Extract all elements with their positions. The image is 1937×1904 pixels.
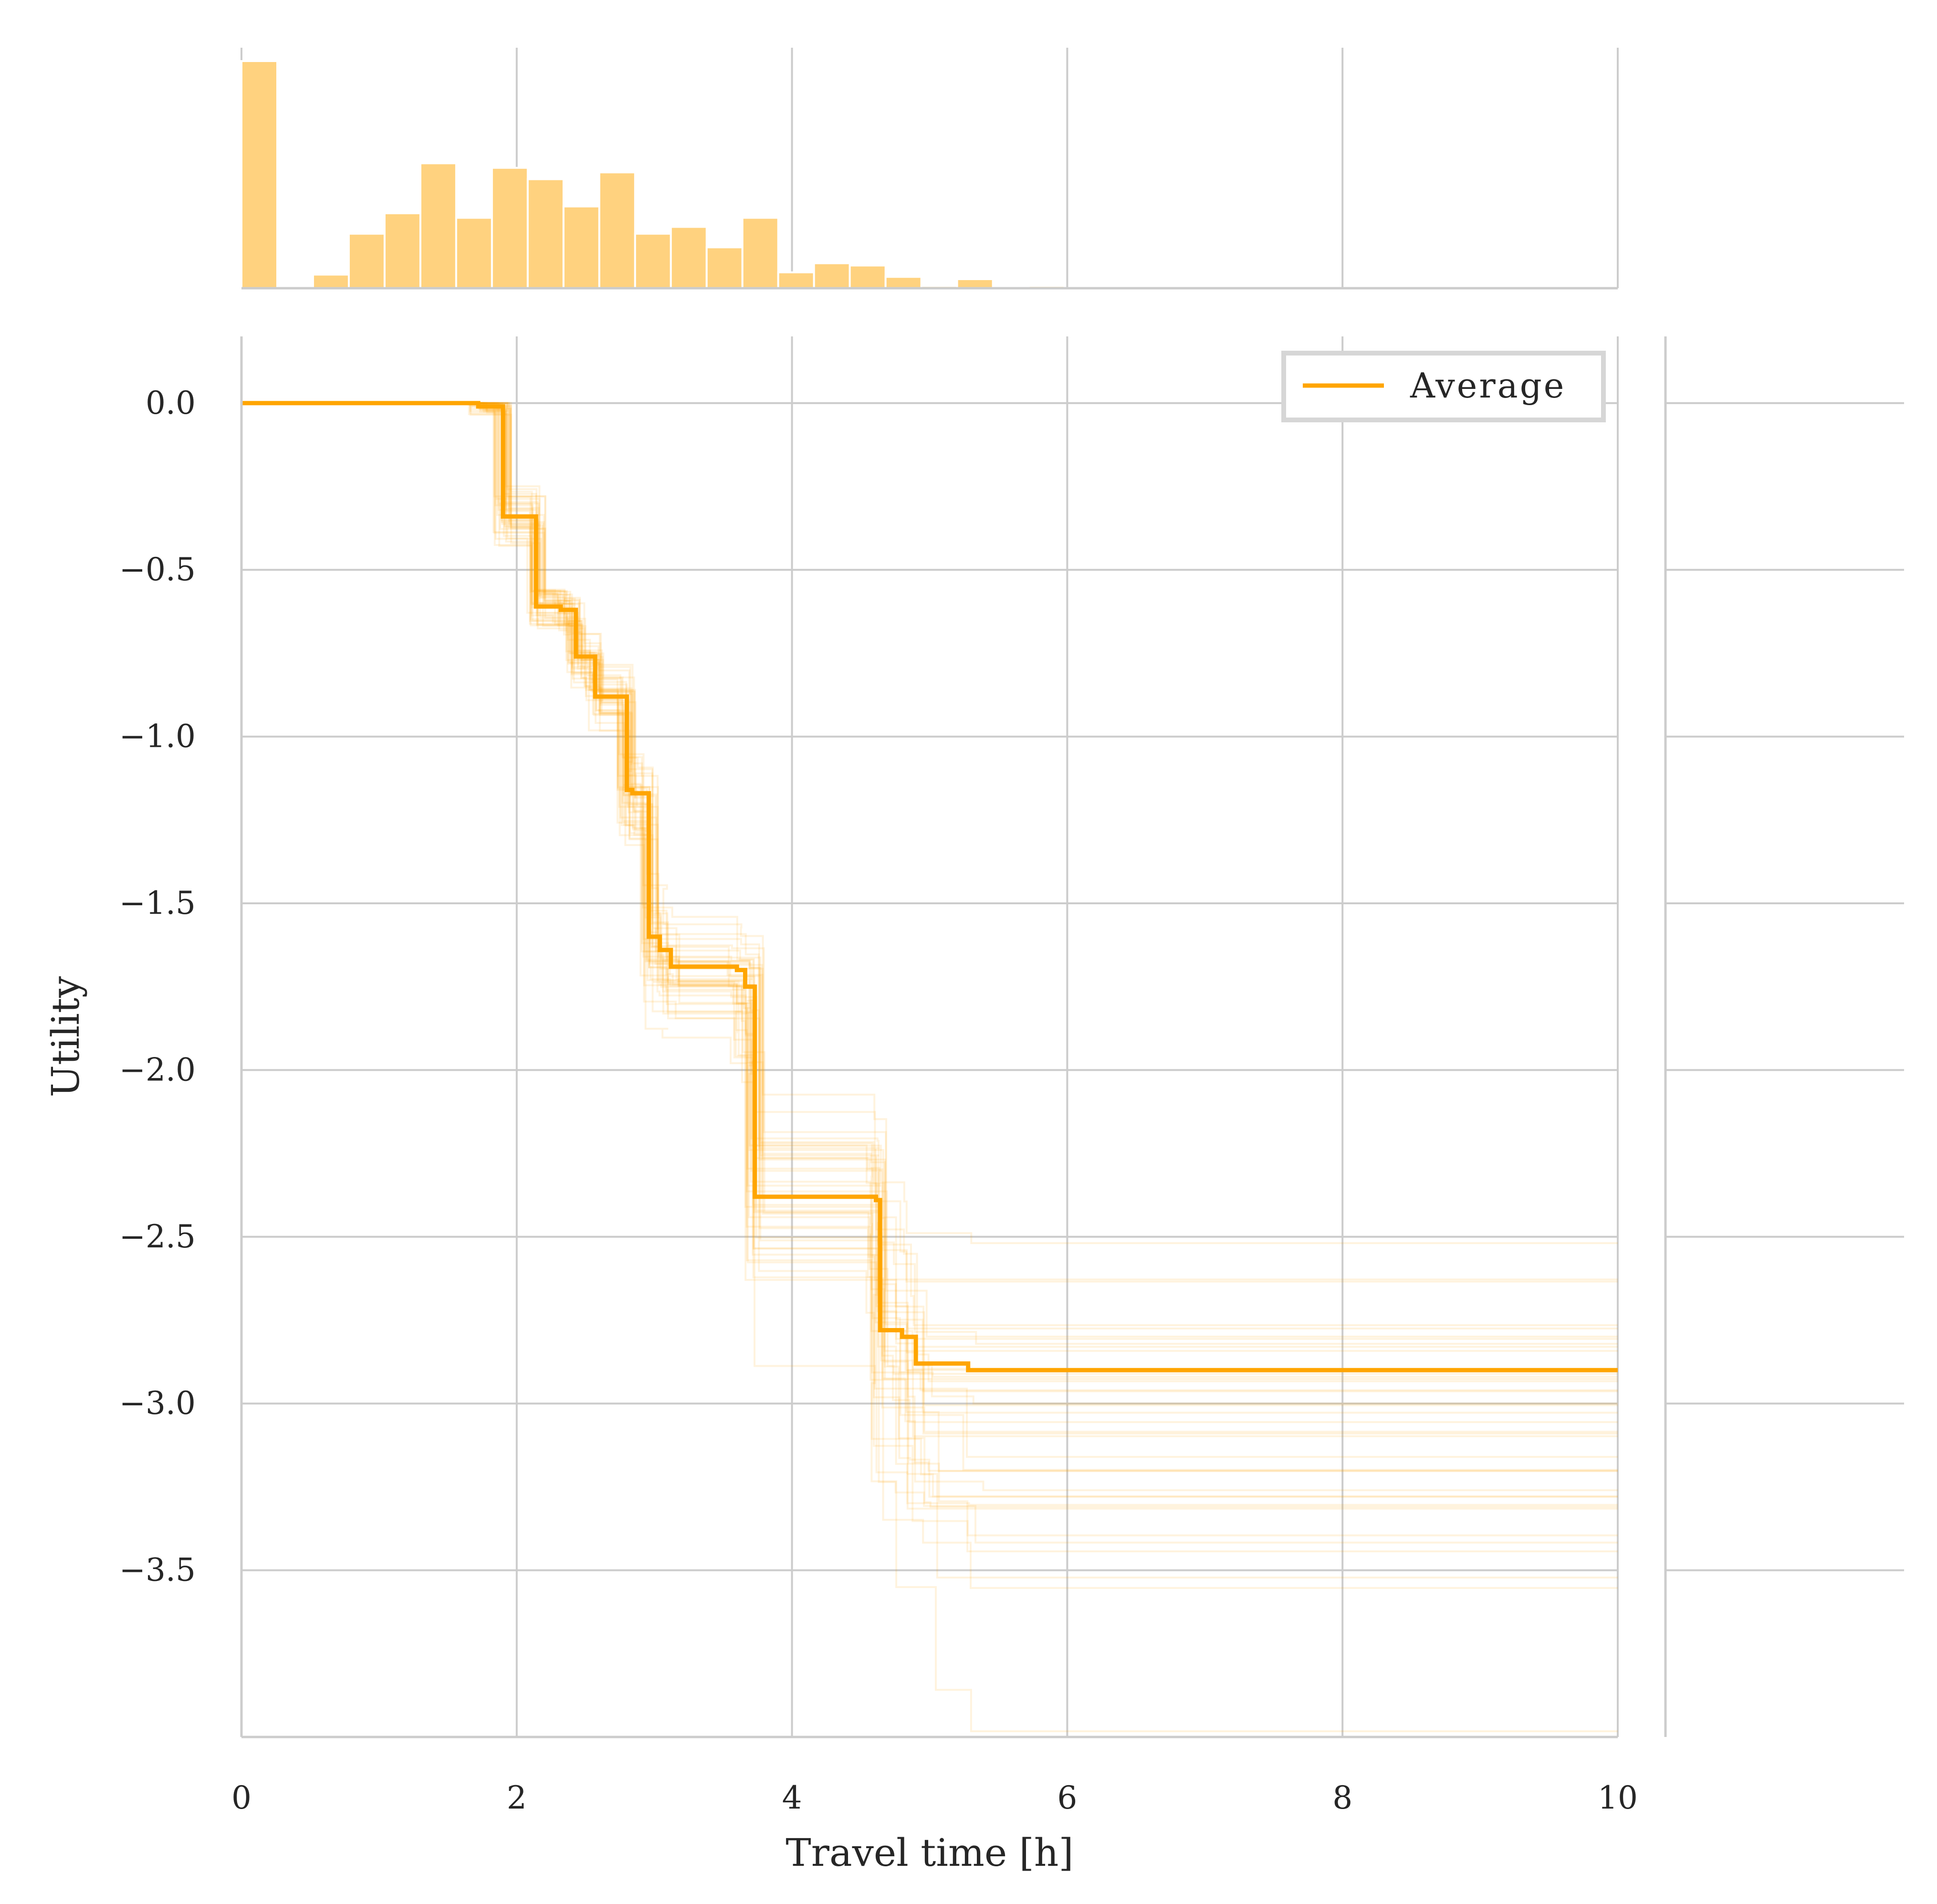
bootstrap-lines: [241, 402, 1618, 1732]
bootstrap-line: [241, 402, 1618, 1414]
y-tick-label: 0.0: [146, 385, 196, 421]
bootstrap-line: [241, 402, 1618, 1433]
bootstrap-line: [241, 402, 1618, 1378]
histogram-bar: [813, 262, 851, 290]
bootstrap-line: [241, 402, 1618, 1352]
bootstrap-line: [241, 402, 1618, 1544]
average-line: [241, 401, 1618, 1372]
bootstrap-line: [241, 402, 1618, 1579]
histogram-bar: [741, 217, 779, 289]
bootstrap-line: [241, 402, 1618, 1537]
histogram-bar: [956, 278, 994, 290]
x-tick-label: 6: [1057, 1779, 1077, 1816]
bootstrap-line: [241, 402, 1618, 1491]
y-tick-label: −2.0: [119, 1051, 196, 1088]
histogram-bar: [848, 264, 887, 290]
x-tick-label: 10: [1598, 1779, 1638, 1816]
histogram-bars: [241, 60, 1066, 290]
bootstrap-line: [241, 402, 1618, 1370]
bootstrap-line: [241, 402, 1618, 1472]
bootstrap-line: [241, 402, 1618, 1553]
bootstrap-line: [241, 402, 1618, 1458]
bootstrap-line: [241, 402, 1618, 1508]
histogram-bar: [419, 162, 457, 289]
bootstrap-line: [241, 402, 1618, 1498]
bootstrap-line: [241, 402, 1618, 1245]
y-tick-label: −2.5: [119, 1218, 196, 1255]
bootstrap-line: [241, 402, 1618, 1283]
bootstrap-line: [241, 402, 1618, 1329]
bootstrap-line: [241, 402, 1618, 1380]
histogram-bar: [383, 212, 421, 290]
histogram-bar: [634, 232, 672, 290]
bootstrap-line: [241, 402, 1618, 1375]
bootstrap-line: [241, 402, 1618, 1281]
main-plot-panel: 0 2 4 6 8 10 0.0 −0.5 −1.0 −1.5 −2.0 −2.5 −3.0 −3.5: [119, 336, 1638, 1816]
histogram-bar: [241, 60, 278, 289]
y-tick-label: −3.0: [119, 1385, 196, 1422]
marginal-right-panel: [1664, 336, 1904, 1737]
bootstrap-line: [241, 402, 1618, 1345]
bootstrap-line: [241, 402, 1618, 1327]
right-panel-gridlines: [1665, 402, 1904, 1571]
x-axis-label: Travel time [h]: [785, 1831, 1073, 1875]
histogram-bar: [491, 167, 529, 289]
histogram-bar: [526, 178, 565, 289]
bootstrap-line: [241, 402, 1618, 1497]
y-axis-label: Utility: [43, 976, 88, 1098]
histogram-bar: [347, 232, 386, 290]
y-tick-label: −1.5: [119, 885, 196, 921]
marginal-histogram-panel: [241, 48, 1619, 290]
bootstrap-line: [241, 402, 1618, 1510]
x-tick-labels: 0 2 4 6 8 10: [231, 1779, 1638, 1816]
y-tick-label: −3.5: [119, 1552, 196, 1589]
histogram-bar: [670, 226, 708, 290]
y-tick-label: −0.5: [119, 551, 196, 588]
bootstrap-line: [241, 402, 1618, 1338]
y-tick-labels: 0.0 −0.5 −1.0 −1.5 −2.0 −2.5 −3.0 −3.5: [119, 385, 196, 1589]
histogram-bar: [562, 205, 600, 290]
x-tick-label: 2: [507, 1779, 527, 1816]
histogram-bar: [312, 273, 350, 290]
histogram-bar: [455, 217, 493, 289]
legend: Average: [1281, 351, 1606, 422]
legend-label-average: Average: [1410, 366, 1566, 406]
x-tick-label: 0: [231, 1779, 251, 1816]
bootstrap-line: [241, 402, 1618, 1406]
histogram-bar: [884, 276, 922, 290]
histogram-bar: [777, 271, 815, 289]
y-tick-label: −1.0: [119, 718, 196, 755]
histogram-bar: [705, 246, 743, 290]
histogram-bar: [598, 171, 636, 289]
bootstrap-line: [241, 402, 1618, 1506]
x-tick-label: 4: [782, 1779, 802, 1816]
bootstrap-line: [241, 402, 1618, 1437]
bootstrap-line: [241, 402, 1618, 1732]
x-tick-label: 8: [1332, 1779, 1352, 1816]
